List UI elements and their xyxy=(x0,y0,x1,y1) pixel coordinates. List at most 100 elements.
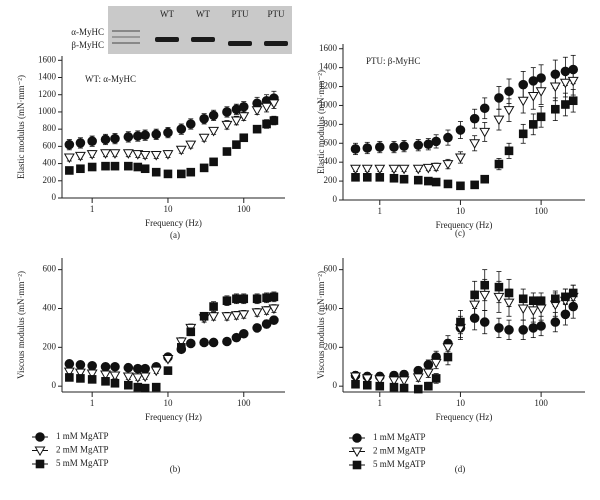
marker xyxy=(100,134,111,145)
marker xyxy=(231,332,242,343)
marker xyxy=(424,381,433,391)
marker xyxy=(535,304,547,315)
marker xyxy=(268,304,280,315)
marker xyxy=(479,317,490,327)
marker xyxy=(517,96,529,107)
marker xyxy=(198,133,210,144)
marker xyxy=(422,368,434,379)
marker xyxy=(551,294,560,304)
legend-label: 5 mM MgATP xyxy=(373,459,426,469)
marker xyxy=(454,153,466,164)
marker xyxy=(480,174,490,184)
marker xyxy=(351,379,360,389)
marker xyxy=(209,302,218,311)
marker xyxy=(199,114,209,124)
x-axis-title: Frequency (Hz) xyxy=(436,412,493,422)
legend: 1 mM MgATP 2 mM MgATP 5 mM MgATP xyxy=(32,431,109,469)
marker xyxy=(185,119,196,129)
marker xyxy=(238,112,250,122)
marker xyxy=(431,374,441,383)
marker xyxy=(388,164,400,175)
marker xyxy=(350,164,361,175)
marker xyxy=(456,317,465,327)
panel: 0 200 400 600 800 1000 1200 1400 1600 1 10 100 Frequ… xyxy=(316,43,585,238)
y-tick-label: 1200 xyxy=(319,81,338,91)
marker xyxy=(560,66,571,77)
y-tick-label: 400 xyxy=(324,156,338,166)
marker xyxy=(64,139,75,150)
y-tick-label: 1600 xyxy=(38,54,57,64)
marker xyxy=(494,282,504,292)
marker xyxy=(456,181,465,191)
marker xyxy=(494,159,504,169)
marker xyxy=(469,300,481,311)
marker xyxy=(222,147,232,156)
marker xyxy=(493,115,505,126)
x-tick-label: 10 xyxy=(456,398,466,408)
x-tick-label: 1 xyxy=(90,204,95,214)
marker xyxy=(110,133,120,144)
panel-label: (c) xyxy=(455,228,465,238)
y-tick-label: 200 xyxy=(43,341,57,351)
annotation: PTU: β-MyHC xyxy=(366,56,420,66)
marker xyxy=(361,164,373,175)
marker xyxy=(140,130,150,140)
marker xyxy=(480,280,490,290)
marker xyxy=(151,382,161,392)
marker xyxy=(64,359,75,369)
ladder-band xyxy=(112,42,140,44)
panel-label: (d) xyxy=(455,464,466,474)
y-tick-label: 800 xyxy=(43,123,57,133)
marker xyxy=(518,129,528,139)
x-axis-title: Frequency (Hz) xyxy=(436,220,493,230)
gel-band xyxy=(191,37,215,42)
marker xyxy=(122,149,134,159)
annotation: WT: α-MyHC xyxy=(85,74,136,84)
marker xyxy=(413,384,423,394)
ladder-band xyxy=(112,36,140,38)
marker xyxy=(185,338,196,349)
marker xyxy=(568,96,578,106)
marker xyxy=(536,296,546,306)
marker xyxy=(504,146,514,156)
y-tick-label: 400 xyxy=(43,303,57,313)
marker xyxy=(561,100,570,109)
marker xyxy=(123,132,134,142)
marker xyxy=(528,296,538,306)
y-tick-label: 0 xyxy=(333,194,338,204)
panel: 0 200 400 600 1 10 100 Frequency (Hz) Viscous mo… xyxy=(16,258,285,474)
marker xyxy=(65,166,74,175)
marker xyxy=(518,79,529,90)
marker xyxy=(442,160,454,170)
marker xyxy=(443,179,453,189)
marker xyxy=(535,87,547,97)
marker xyxy=(222,336,232,347)
marker xyxy=(238,328,249,339)
legend-marker xyxy=(352,460,362,470)
marker xyxy=(199,337,209,348)
marker xyxy=(163,127,173,138)
marker xyxy=(430,358,442,369)
marker xyxy=(350,144,361,154)
marker xyxy=(140,164,150,174)
marker xyxy=(470,180,479,190)
marker xyxy=(239,133,249,143)
marker xyxy=(261,306,273,317)
marker xyxy=(412,373,424,384)
marker xyxy=(175,145,187,156)
marker xyxy=(122,372,134,383)
marker xyxy=(362,143,373,153)
marker xyxy=(567,76,579,87)
marker xyxy=(374,375,386,385)
marker xyxy=(269,315,279,325)
marker xyxy=(389,173,399,183)
legend-label: 2 mM MgATP xyxy=(373,446,426,456)
panel: 0 200 400 600 1 10 100 Frequency (Hz) Viscous mo… xyxy=(316,258,585,474)
marker xyxy=(469,313,480,324)
marker xyxy=(140,363,150,374)
legend-label: 2 mM MgATP xyxy=(56,445,109,455)
gel-band xyxy=(264,41,288,46)
legend: 1 mM MgATP 2 mM MgATP 5 mM MgATP xyxy=(349,432,426,470)
x-tick-label: 1 xyxy=(378,398,383,408)
legend-label: 1 mM MgATP xyxy=(56,431,109,441)
